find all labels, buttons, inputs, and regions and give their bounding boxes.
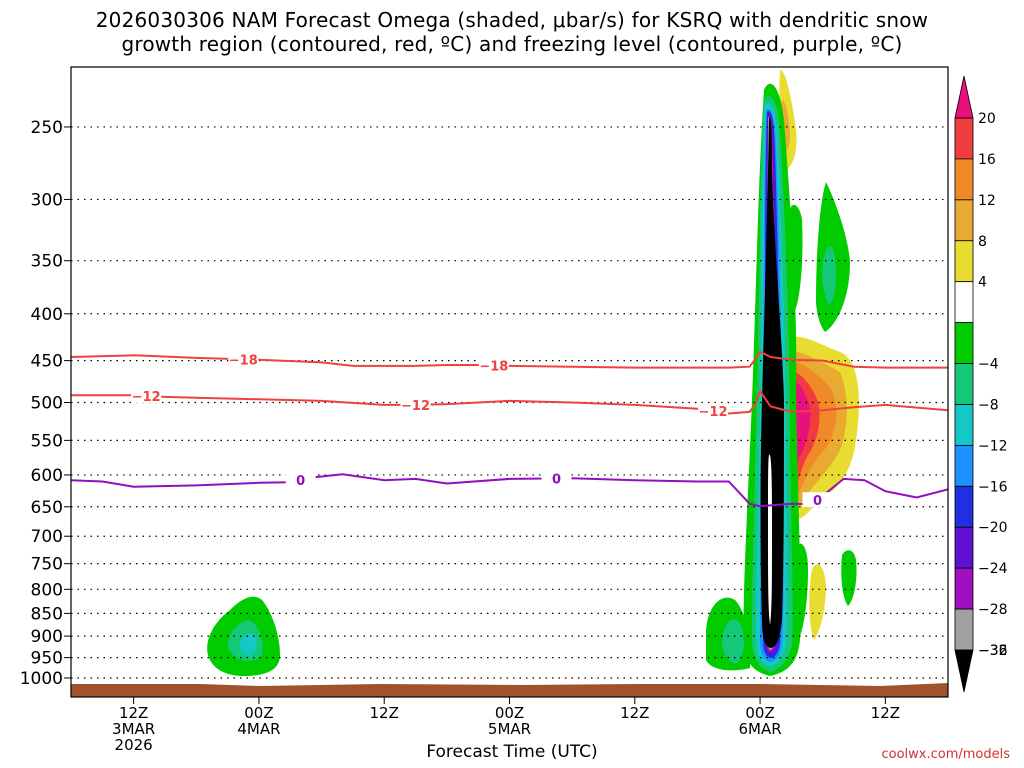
contour-line-0C <box>71 473 948 508</box>
x-tick-label-6-1: 3MAR <box>112 720 155 738</box>
contour-label-0C-0: 0 <box>296 474 305 489</box>
x-tick-label-78-0: 12Z <box>871 704 900 722</box>
y-tick-label-550: 550 <box>31 431 63 451</box>
x-tick-label-42-0: 00Z <box>495 704 524 722</box>
x-tick-label-6-0: 12Z <box>119 704 148 722</box>
omega-area-main-inner <box>768 454 772 625</box>
omega-area-right-green3 <box>841 550 857 606</box>
colorbar-label-13: −36 <box>978 643 1008 659</box>
omega-colorbar: 20 16 12 8 4 −4 −8 −12 −16 −20 −24 −28 −32−36 <box>954 75 1008 693</box>
contour-label-bg--12C-2 <box>698 403 729 419</box>
colorbar-band--20--16 <box>954 444 974 487</box>
colorbar-label-12: −32 <box>978 643 1008 659</box>
colorbar-band--24--20 <box>954 485 974 528</box>
colorbar-top-arrow <box>954 75 974 119</box>
y-tick-label-300: 300 <box>31 190 63 210</box>
colorbar-band--8--4 <box>954 322 974 364</box>
contour-label--18C-0: −18 <box>229 353 258 368</box>
omega-area-main-core <box>760 117 784 648</box>
omega-area-subsidence-lower <box>809 564 826 640</box>
colorbar-label-1: 16 <box>978 152 996 168</box>
x-tick-label-6-2: 2026 <box>115 736 153 754</box>
x-tick-label-18-1: 4MAR <box>237 720 280 738</box>
colorbar-band--36--32 <box>954 608 974 651</box>
x-tick-label-66-1: 6MAR <box>738 720 781 738</box>
y-tick-label-450: 450 <box>31 352 63 372</box>
colorbar-label-3: 8 <box>978 234 987 250</box>
x-tick-label-30-0: 12Z <box>370 704 399 722</box>
omega-area-early-cyan <box>240 633 257 656</box>
colorbar-label-7: −12 <box>978 438 1008 454</box>
colorbar-label-5: −4 <box>978 357 999 373</box>
x-tick-label-66-0: 00Z <box>745 704 774 722</box>
colorbar-band-16-20 <box>954 117 974 160</box>
colorbar-band-8-12 <box>954 199 974 242</box>
colorbar-band-12-16 <box>954 158 974 201</box>
colorbar-label-6: −8 <box>978 397 999 413</box>
x-tick-label-54-0: 12Z <box>620 704 649 722</box>
contour-label--12C-1: −12 <box>401 399 430 414</box>
temperature-contours: −18 −18 −12 −12 −12 0 0 0 <box>71 350 948 509</box>
y-axis: 250 300 350 400 450 500 550 600 650 700 750 800 850 9… <box>20 118 71 689</box>
colorbar-label-11: −28 <box>978 602 1008 618</box>
y-tick-label-400: 400 <box>31 305 63 325</box>
colorbar-band--4-4 <box>954 281 974 324</box>
y-tick-label-800: 800 <box>31 580 63 600</box>
omega-area-pre-teal <box>722 619 744 664</box>
contour-label-bg--18C-1 <box>478 357 509 373</box>
contour-label-bg--12C-0 <box>131 387 162 403</box>
y-tick-label-250: 250 <box>31 118 63 138</box>
colorbar-label-8: −16 <box>978 479 1008 495</box>
contour-label--12C-2: −12 <box>699 405 728 420</box>
x-tick-label-18-0: 00Z <box>244 704 273 722</box>
colorbar-band--28--24 <box>954 526 974 569</box>
contour-label-bg--12C-1 <box>400 396 431 412</box>
colorbar-band--12--8 <box>954 363 974 405</box>
chart-title-line1: 2026030306 NAM Forecast Omega (shaded, μ… <box>95 8 929 32</box>
contour-label-bg-0C-0 <box>285 471 316 487</box>
contour-label-bg-0C-2 <box>802 492 833 508</box>
colorbar-bottom-arrow <box>954 649 974 693</box>
y-tick-label-350: 350 <box>31 252 63 272</box>
y-tick-label-750: 750 <box>31 555 63 575</box>
y-tick-label-500: 500 <box>31 393 63 413</box>
contour-label--18C-1: −18 <box>479 359 508 374</box>
colorbar-band-4-8 <box>954 240 974 283</box>
x-tick-label-42-1: 5MAR <box>488 720 531 738</box>
contour-label-bg-0C-1 <box>541 470 572 486</box>
contour-label-bg--18C-0 <box>228 351 259 367</box>
site-credit: coolwx.com/models <box>881 747 1010 762</box>
y-tick-label-1000: 1000 <box>20 669 63 689</box>
colorbar-label-2: 12 <box>978 193 996 209</box>
contour-line--18C <box>71 350 948 369</box>
surface-ground <box>71 683 948 697</box>
y-tick-label-600: 600 <box>31 466 63 486</box>
contour-label-0C-2: 0 <box>813 494 822 509</box>
contour-label-0C-1: 0 <box>552 472 561 487</box>
colorbar-label-10: −24 <box>978 561 1008 577</box>
colorbar-label-4: 4 <box>978 275 987 291</box>
y-tick-label-650: 650 <box>31 498 63 518</box>
colorbar-band--32--28 <box>954 567 974 610</box>
y-tick-label-950: 950 <box>31 649 63 669</box>
y-tick-label-850: 850 <box>31 604 63 624</box>
omega-shading <box>207 70 859 677</box>
colorbar-label-0: 20 <box>978 111 996 127</box>
colorbar-band--16--12 <box>954 404 974 446</box>
contour-label--12C-0: −12 <box>132 390 161 405</box>
x-axis-title: Forecast Time (UTC) <box>426 742 598 762</box>
colorbar-label-9: −20 <box>978 520 1008 536</box>
chart-title-line2: growth region (contoured, red, ºC) and f… <box>121 32 903 56</box>
y-tick-label-700: 700 <box>31 527 63 547</box>
contour-line--12C <box>71 389 948 415</box>
y-tick-label-900: 900 <box>31 627 63 647</box>
